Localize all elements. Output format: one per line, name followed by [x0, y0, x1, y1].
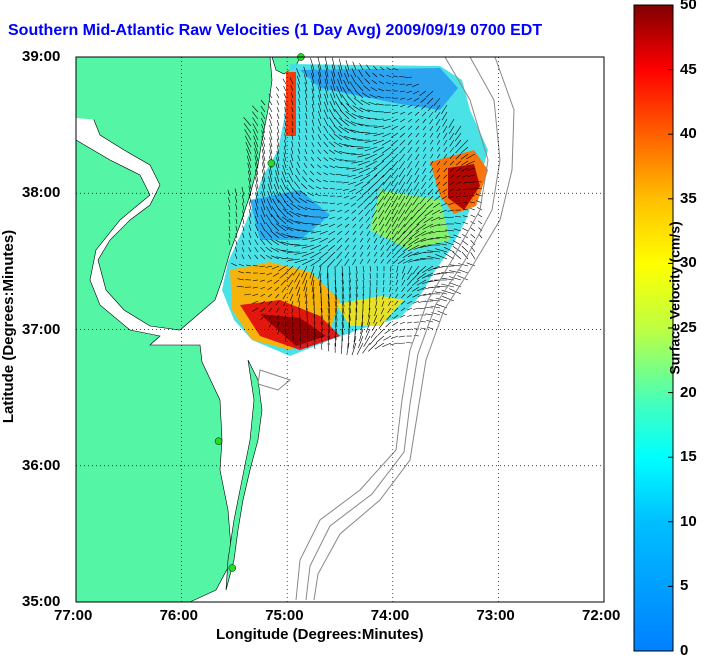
station-marker: [228, 564, 237, 572]
velocity-vectors: [227, 57, 483, 356]
colorbar-tick-label: 0: [680, 642, 689, 659]
x-tick-label: 75:00: [265, 607, 304, 624]
colorbar-tick-label: 20: [680, 383, 697, 401]
isobath: [313, 56, 515, 601]
northwest-land: [76, 57, 130, 120]
isobath: [257, 369, 292, 391]
velocity-patch: [336, 296, 404, 326]
colorbar-tick-label: 10: [680, 512, 697, 530]
virginia-nc-landmass: [75, 139, 233, 603]
x-tick-label: 76:00: [159, 607, 198, 624]
vector-arrows: [227, 57, 483, 356]
isobath: [305, 56, 501, 601]
y-tick-label: 35:00: [22, 593, 61, 610]
land-area: [75, 56, 301, 603]
grid-lines: [76, 57, 604, 602]
x-tick-label: 74:00: [370, 607, 410, 624]
bathymetry-contours: [257, 56, 515, 601]
colorbar-label: Surface Velocity (cm/s): [666, 221, 683, 375]
y-tick-label: 39:00: [22, 48, 61, 65]
colorbar-tick-label: 35: [680, 189, 697, 207]
colorbar-tick-label: 15: [680, 448, 697, 466]
x-tick-label: 72:00: [582, 607, 621, 624]
colorbar-tick-label: 30: [680, 254, 697, 272]
colorbar-tick-label: 45: [680, 60, 697, 78]
x-tick-label: 77:00: [54, 607, 93, 624]
colorbar-ticks: [668, 4, 673, 652]
x-axis-label: Longitude (Degrees:Minutes): [216, 626, 424, 643]
map-title: Southern Mid-Atlantic Raw Velocities (1 …: [8, 22, 543, 39]
plot-frame: [75, 56, 605, 603]
colorbar-tick-label: 5: [680, 577, 689, 595]
colorbar: [633, 4, 674, 652]
delmarva-landmass: [75, 56, 273, 331]
y-tick-label: 37:00: [22, 320, 61, 338]
isobath: [295, 56, 489, 601]
y-tick-label: 38:00: [22, 184, 61, 202]
y-axis-label: Latitude (Degrees:Minutes): [0, 229, 18, 424]
velocity-field: [222, 64, 488, 356]
radar-stations: [214, 53, 305, 572]
station-marker: [214, 437, 223, 445]
velocity-patch: [250, 190, 330, 240]
outer-banks: [225, 359, 263, 591]
colorbar-scale: [633, 4, 674, 652]
velocity-patch: [286, 72, 296, 136]
colorbar-tick-label: 25: [680, 319, 697, 336]
y-tick-label: 36:00: [22, 456, 61, 474]
colorbar-tick-label: 40: [680, 125, 697, 143]
station-marker: [267, 159, 276, 168]
colorbar-tick-label: 50: [680, 0, 697, 13]
plot-area: [75, 53, 605, 603]
x-tick-label: 73:00: [476, 607, 515, 624]
